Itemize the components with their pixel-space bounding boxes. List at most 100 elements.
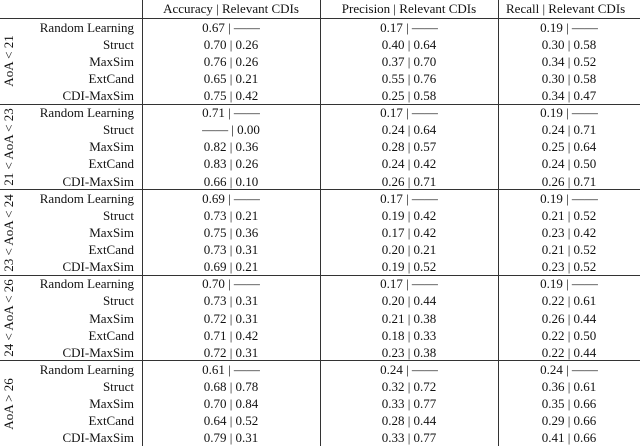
cell: 0.17 | —— [380,276,438,292]
cell: 0.21 | 0.38 [381,310,437,326]
cell: 0.17 | —— [380,19,438,35]
method-label: Struct [102,122,134,138]
cell: 0.73 | 0.31 [203,293,259,309]
cell: 0.19 | 0.52 [381,259,437,275]
column-header: Recall | Relevant CDIs [506,1,626,16]
cell: 0.68 | 0.78 [203,379,259,395]
cell: 0.65 | 0.21 [203,70,259,86]
cell: 0.33 | 0.77 [381,396,437,412]
cell: 0.30 | 0.58 [541,70,597,86]
group-label: AoA < 21 [1,35,16,87]
cell: 0.70 | —— [202,276,260,292]
column-header: Accuracy | Relevant CDIs [163,1,299,16]
cell: 0.79 | 0.31 [203,430,259,446]
group-label: 23 < AoA < 24 [1,193,16,272]
cell: 0.26 | 0.71 [381,173,437,189]
cell: 0.28 | 0.44 [381,413,437,429]
method-label: CDI-MaxSim [62,87,135,103]
method-label: ExtCand [88,70,135,86]
group-label: AoA > 26 [1,377,16,430]
cell: 0.73 | 0.31 [203,242,259,258]
cell: 0.30 | 0.58 [541,36,597,52]
group-label: 21 < AoA < 23 [1,108,16,186]
method-label: Random Learning [39,190,134,206]
cell: 0.36 | 0.61 [541,379,597,395]
method-label: Random Learning [39,276,134,292]
cell: 0.69 | 0.21 [203,259,259,275]
group-rule [0,189,640,191]
cell: 0.17 | —— [380,105,438,121]
column-rule [320,0,321,446]
method-label: ExtCand [88,156,135,172]
method-label: Random Learning [39,105,134,121]
cell: 0.17 | —— [380,190,438,206]
group-rule [0,360,640,362]
cell: 0.55 | 0.76 [381,70,437,86]
cell: 0.75 | 0.36 [203,224,259,240]
cell: 0.21 | 0.52 [541,242,597,258]
cell: 0.34 | 0.47 [541,87,597,103]
cell: 0.24 | —— [380,361,438,377]
cell: 0.82 | 0.36 [203,139,259,155]
method-label: CDI-MaxSim [62,259,135,275]
cell: 0.29 | 0.66 [541,413,597,429]
method-label: MaxSim [89,53,134,69]
cell: 0.67 | —— [202,19,260,35]
cell: 0.24 | 0.50 [541,156,597,172]
header-rule [0,18,640,19]
cell: 0.23 | 0.42 [541,224,597,240]
cell: 0.76 | 0.26 [203,53,259,69]
cell: 0.83 | 0.26 [203,156,259,172]
method-label: CDI-MaxSim [62,173,135,189]
group-label: 24 < AoA < 26 [1,279,16,357]
cell: 0.40 | 0.64 [381,36,437,52]
method-label: CDI-MaxSim [62,344,135,360]
method-label: Struct [102,293,134,309]
cell: 0.34 | 0.52 [541,53,597,69]
cell: 0.19 | 0.42 [381,207,437,223]
cell: 0.24 | 0.64 [381,122,437,138]
cell: 0.23 | 0.52 [541,259,597,275]
group-rule [0,103,640,105]
cell: 0.73 | 0.21 [203,207,259,223]
method-label: MaxSim [89,224,134,240]
method-label: MaxSim [89,310,134,326]
cell: 0.19 | —— [540,19,598,35]
cell: 0.25 | 0.64 [541,139,597,155]
cell: 0.22 | 0.61 [541,293,597,309]
cell: 0.64 | 0.52 [203,413,259,429]
method-label: ExtCand [88,242,135,258]
cell: 0.37 | 0.70 [381,53,437,69]
column-rule [498,0,499,446]
method-label: MaxSim [89,396,134,412]
cell: 0.20 | 0.44 [381,293,437,309]
cell: 0.24 | —— [540,361,598,377]
cell: 0.28 | 0.57 [381,139,437,155]
cell: 0.19 | —— [540,190,598,206]
column-header: Precision | Relevant CDIs [341,1,477,16]
cell: 0.19 | —— [540,276,598,292]
cell: 0.66 | 0.10 [203,173,259,189]
cell: 0.72 | 0.31 [203,310,259,326]
cell: 0.70 | 0.26 [203,36,259,52]
cell: 0.22 | 0.44 [541,344,597,360]
method-label: Struct [102,36,134,52]
cell: 0.23 | 0.38 [381,344,437,360]
cell: 0.24 | 0.42 [381,156,437,172]
method-label: ExtCand [88,413,135,429]
cell: 0.69 | —— [202,190,260,206]
cell: 0.21 | 0.52 [541,207,597,223]
method-label: Random Learning [39,19,134,35]
group-rule [0,274,640,276]
cell: 0.32 | 0.72 [381,379,437,395]
cell: 0.26 | 0.44 [541,310,597,326]
method-label: MaxSim [89,139,134,155]
column-rule [142,0,143,446]
method-label: CDI-MaxSim [62,430,135,446]
cell: 0.61 | —— [202,361,260,377]
cell: 0.70 | 0.84 [203,396,259,412]
cell: 0.17 | 0.42 [381,224,437,240]
cell: 0.71 | —— [202,105,260,121]
cell: 0.75 | 0.42 [203,87,259,103]
